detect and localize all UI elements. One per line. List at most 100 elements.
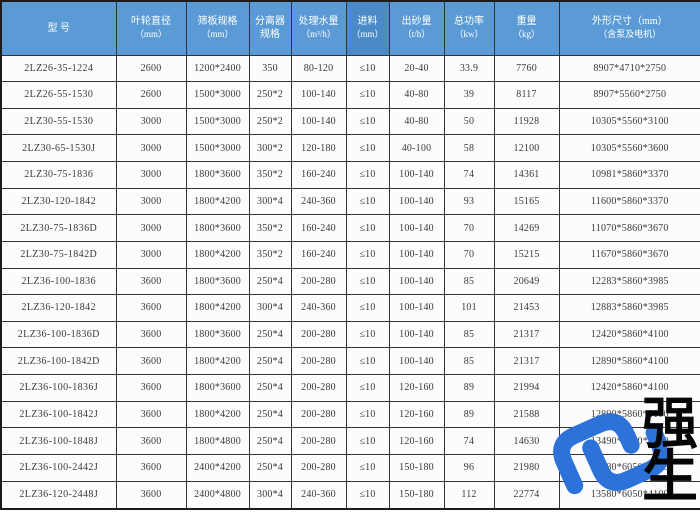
- table-row: 2LZ30-65-1530J 3000 1500*3000 300*2 120-180 ≤…: [0, 134, 700, 162]
- spec-cell: 11928: [493, 107, 560, 136]
- spec-cell: ≤10: [345, 214, 390, 242]
- spec-cell: 2400*4200: [185, 453, 250, 482]
- spec-cell: 12883*5860*3985: [558, 294, 700, 322]
- table-row: 2LZ36-100-1836 3600 1800*3600 250*4 200-280 ≤…: [0, 267, 700, 296]
- table-row: 2LZ36-100-1842J 3600 1800*4200 250*4 200-280…: [0, 400, 700, 429]
- spec-cell: 250*4: [248, 320, 292, 349]
- spec-cell: 100-140: [388, 320, 445, 349]
- spec-cell: 20-40: [388, 54, 445, 83]
- spec-cell: ≤10: [345, 81, 390, 109]
- spec-cell: 1800*3600: [185, 161, 250, 189]
- spec-cell: 150-180: [388, 453, 445, 482]
- header-row: 型 号叶轮直径 （mm） 筛板规格 （mm） 分离器规格 处理水量 （m³/h） 进料 （mm）…: [0, 0, 700, 56]
- table-row: 2LZ36-100-1836J 3600 1800*3600 250*4 200-280…: [0, 374, 700, 402]
- spec-cell: 100-140: [388, 240, 445, 269]
- table-row: 2LZ36-100-1836D 3600 1800*3600 250*4 200-280…: [0, 320, 700, 349]
- spec-cell: 74: [443, 427, 495, 455]
- spec-cell: 2600: [115, 81, 187, 109]
- spec-cell: 15215: [493, 240, 560, 269]
- table-row: 2LZ30-75-1842D 3000 1800*4200 350*2 160-240 ≤…: [0, 240, 700, 269]
- model-cell: 2LZ36-100-1842J: [0, 400, 117, 429]
- spec-cell: 160-240: [290, 214, 347, 242]
- spec-cell: 300*4: [248, 187, 292, 216]
- spec-cell: 10981*5860*3370: [558, 161, 700, 189]
- model-cell: 2LZ36-100-1836: [0, 267, 117, 296]
- column-header: 总功率 （kw）: [443, 0, 495, 56]
- spec-cell: 1800*3600: [185, 320, 250, 349]
- spec-cell: 3000: [115, 161, 187, 189]
- spec-cell: 350*2: [248, 161, 292, 189]
- spec-cell: 70: [443, 214, 495, 242]
- model-cell: 2LZ30-75-1842D: [0, 240, 117, 269]
- table-header: 型 号叶轮直径 （mm） 筛板规格 （mm） 分离器规格 处理水量 （m³/h） 进料 （mm）…: [0, 0, 700, 56]
- model-cell: 2LZ30-75-1836: [0, 161, 117, 189]
- spec-cell: ≤10: [345, 453, 390, 482]
- spec-cell: 3600: [115, 294, 187, 322]
- spec-cell: 70: [443, 240, 495, 269]
- spec-cell: 200-280: [290, 374, 347, 402]
- spec-cell: 12420*5860*4100: [558, 374, 700, 402]
- column-header: 重量 （kg）: [493, 0, 560, 56]
- spec-cell: 100-140: [388, 161, 445, 189]
- spec-cell: 1500*3000: [185, 134, 250, 162]
- model-cell: 2LZ36-100-1836D: [0, 320, 117, 349]
- spec-cell: 8907*4710*2750: [558, 54, 700, 83]
- model-cell: 2LZ30-120-1842: [0, 187, 117, 216]
- spec-cell: 100-140: [388, 347, 445, 375]
- spec-cell: 300*2: [248, 134, 292, 162]
- spec-cell: 1800*4200: [185, 240, 250, 269]
- spec-cell: 300*4: [248, 294, 292, 322]
- spec-cell: 12890*5860*4100: [558, 400, 700, 429]
- spec-cell: 2600: [115, 54, 187, 83]
- spec-cell: 13580*6050*4100: [558, 480, 700, 510]
- table-row: 2LZ36-100-1848J 3600 1800*4800 250*4 200-280…: [0, 427, 700, 455]
- spec-cell: 8907*5560*2750: [558, 81, 700, 109]
- column-header: 处理水量 （m³/h）: [290, 0, 347, 56]
- spec-cell: 50: [443, 107, 495, 136]
- model-cell: 2LZ36-120-2448J: [0, 480, 117, 510]
- spec-cell: 39: [443, 81, 495, 109]
- spec-cell: 33.9: [443, 54, 495, 83]
- spec-cell: 3600: [115, 374, 187, 402]
- spec-cell: 74: [443, 161, 495, 189]
- spec-cell: 3600: [115, 453, 187, 482]
- column-header: 外形尺寸（mm） （含泵及电机）: [558, 0, 700, 56]
- spec-cell: 3600: [115, 400, 187, 429]
- spec-cell: 1500*3000: [185, 107, 250, 136]
- spec-cell: 11670*5860*3670: [558, 240, 700, 269]
- model-cell: 2LZ36-100-1842D: [0, 347, 117, 375]
- model-cell: 2LZ36-120-1842: [0, 294, 117, 322]
- spec-cell: 101: [443, 294, 495, 322]
- table-row: 2LZ36-120-1842 3600 1800*4200 300*4 240-360 ≤…: [0, 294, 700, 322]
- spec-cell: 40-80: [388, 81, 445, 109]
- spec-cell: 21453: [493, 294, 560, 322]
- spec-cell: ≤10: [345, 161, 390, 189]
- spec-cell: 21588: [493, 400, 560, 429]
- spec-cell: ≤10: [345, 480, 390, 510]
- spec-cell: ≤10: [345, 107, 390, 136]
- spec-cell: 40-100: [388, 134, 445, 162]
- spec-cell: 1800*4200: [185, 347, 250, 375]
- spec-cell: 250*4: [248, 400, 292, 429]
- spec-cell: 200-280: [290, 267, 347, 296]
- spec-cell: 3000: [115, 107, 187, 136]
- spec-cell: 100-140: [388, 294, 445, 322]
- spec-cell: 240-360: [290, 294, 347, 322]
- table-row: 2LZ30-55-1530 3000 1500*3000 250*2 100-140 ≤1…: [0, 107, 700, 136]
- spec-cell: 3600: [115, 347, 187, 375]
- spec-cell: 150-180: [388, 480, 445, 510]
- spec-cell: 10305*5560*3100: [558, 107, 700, 136]
- spec-cell: 3600: [115, 480, 187, 510]
- column-header: 筛板规格 （mm）: [185, 0, 250, 56]
- table-row: 2LZ30-75-1836 3000 1800*3600 350*2 160-240 ≤1…: [0, 161, 700, 189]
- spec-cell: 14361: [493, 161, 560, 189]
- spec-cell: 100-140: [290, 107, 347, 136]
- spec-cell: 240-360: [290, 480, 347, 510]
- spec-cell: ≤10: [345, 267, 390, 296]
- spec-cell: 350*2: [248, 240, 292, 269]
- spec-cell: 250*4: [248, 427, 292, 455]
- column-header: 分离器规格: [248, 0, 292, 56]
- spec-cell: 3000: [115, 187, 187, 216]
- spec-cell: 1500*3000: [185, 81, 250, 109]
- spec-cell: ≤10: [345, 240, 390, 269]
